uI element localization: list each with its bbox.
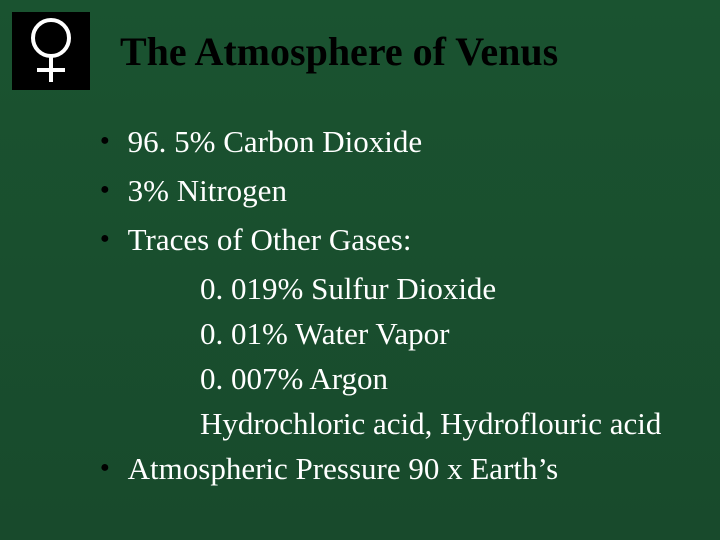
bullet-text: Atmospheric Pressure 90 x Earth’s — [128, 447, 558, 492]
bullet-glyph: ● — [100, 230, 110, 248]
bullet-text: 96. 5% Carbon Dioxide — [128, 120, 422, 165]
list-item: ● 96. 5% Carbon Dioxide — [100, 120, 700, 165]
bullet-text: 3% Nitrogen — [128, 169, 287, 214]
list-item: ● Atmospheric Pressure 90 x Earth’s — [100, 447, 700, 492]
sub-list-item: 0. 007% Argon — [200, 357, 700, 402]
slide-content: ● 96. 5% Carbon Dioxide ● 3% Nitrogen ● … — [100, 120, 700, 496]
list-item: ● 3% Nitrogen — [100, 169, 700, 214]
bullet-glyph: ● — [100, 181, 110, 199]
bullet-glyph: ● — [100, 459, 110, 477]
sub-list-item: 0. 01% Water Vapor — [200, 312, 700, 357]
bullet-glyph: ● — [100, 132, 110, 150]
bullet-text: Traces of Other Gases: — [128, 218, 412, 263]
slide-title: The Atmosphere of Venus — [120, 28, 558, 75]
venus-symbol-icon — [21, 16, 81, 86]
sub-list-item: 0. 019% Sulfur Dioxide — [200, 267, 700, 312]
sub-list-item: Hydrochloric acid, Hydroflouric acid — [200, 402, 700, 447]
venus-symbol-container — [12, 12, 90, 90]
list-item: ● Traces of Other Gases: — [100, 218, 700, 263]
